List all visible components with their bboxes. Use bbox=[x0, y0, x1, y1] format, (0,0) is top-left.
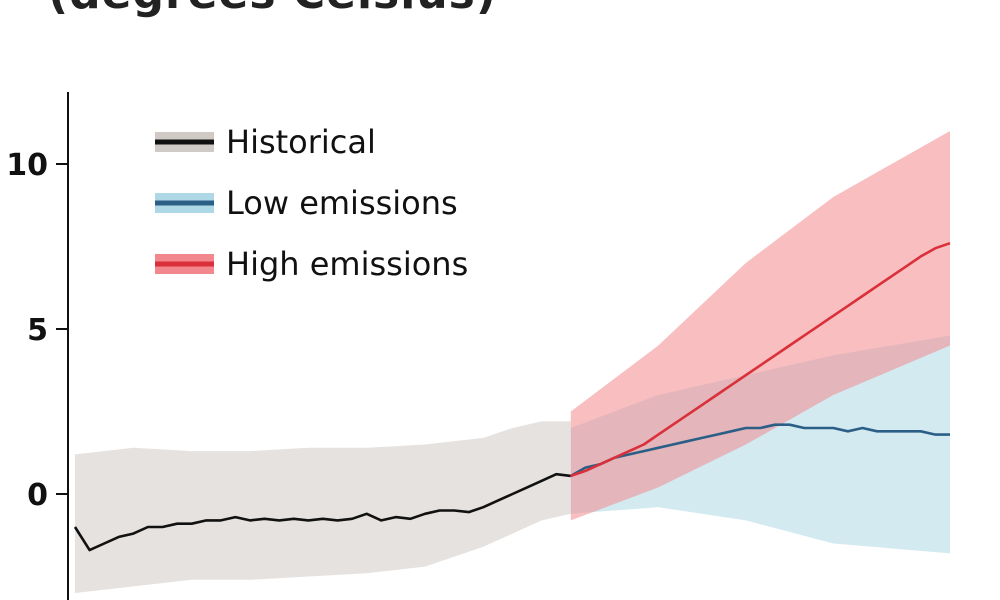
y-tick-label: 10 bbox=[6, 148, 48, 183]
series-line-high-emissions bbox=[570, 241, 951, 478]
band-low-emissions bbox=[570, 335, 950, 554]
chart-title: (degrees Celsius) bbox=[48, 0, 497, 19]
band-high-emissions bbox=[570, 131, 950, 521]
y-tick-label: 0 bbox=[27, 478, 48, 513]
band-historical bbox=[75, 421, 571, 593]
series-line-low-emissions bbox=[570, 423, 950, 478]
y-ticks: 0 5 10 bbox=[6, 148, 68, 513]
series-line-historical bbox=[73, 472, 571, 552]
y-tick-label: 5 bbox=[27, 313, 48, 348]
series-lines bbox=[73, 241, 951, 552]
spread-bands bbox=[75, 131, 950, 593]
legend-label-historical: Historical bbox=[226, 123, 376, 161]
legend-label-high-emissions: High emissions bbox=[226, 245, 468, 283]
legend: Historical Low emissions High emissions bbox=[155, 123, 468, 283]
legend-label-low-emissions: Low emissions bbox=[226, 184, 458, 222]
